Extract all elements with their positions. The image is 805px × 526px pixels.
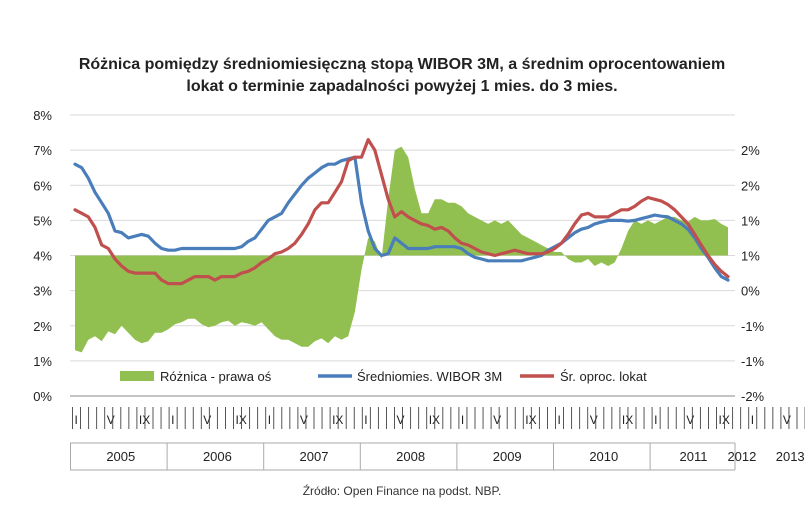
- right-tick-label: 2%: [741, 178, 760, 193]
- month-label: V: [590, 413, 598, 427]
- month-label: V: [397, 413, 405, 427]
- area-series-roznica: [75, 146, 728, 353]
- line-series-lokaty: [73, 138, 730, 286]
- left-tick-label: 0%: [33, 389, 52, 404]
- left-tick-label: 6%: [33, 178, 52, 193]
- source-note: Źródło: Open Finance na podst. NBP.: [303, 483, 502, 498]
- chart-title-line-2: lokat o terminie zapadalności powyżej 1 …: [186, 78, 617, 95]
- right-tick-label: -1%: [741, 354, 765, 369]
- chart-title-line-1: Różnica pomiędzy średniomiesięczną stopą…: [79, 56, 725, 73]
- legend-swatch: [120, 371, 154, 381]
- month-label: V: [686, 413, 694, 427]
- month-label: V: [107, 413, 115, 427]
- month-label: I: [654, 413, 657, 427]
- year-label: 2010: [589, 449, 618, 464]
- year-label: 2007: [300, 449, 329, 464]
- legend-item-roznica: Różnica - prawa oś: [120, 369, 272, 384]
- month-label: V: [493, 413, 501, 427]
- left-tick-label: 1%: [33, 354, 52, 369]
- legend-item-wibor: Średniomies. WIBOR 3M: [318, 369, 502, 384]
- right-tick-label: -1%: [741, 319, 765, 334]
- year-label: 2009: [493, 449, 522, 464]
- year-label: 2006: [203, 449, 232, 464]
- right-tick-label: 1%: [741, 249, 760, 264]
- left-tick-label: 7%: [33, 143, 52, 158]
- legend: Różnica - prawa oś Średniomies. WIBOR 3M Ś…: [120, 369, 647, 384]
- month-label: V: [203, 413, 211, 427]
- left-tick-label: 8%: [33, 108, 52, 123]
- month-label: I: [268, 413, 271, 427]
- left-tick-label: 2%: [33, 319, 52, 334]
- legend-label: Różnica - prawa oś: [160, 369, 272, 384]
- month-label: V: [300, 413, 308, 427]
- month-label: I: [751, 413, 754, 427]
- year-label: 2008: [396, 449, 425, 464]
- area-series-layer: [75, 146, 728, 353]
- x-axis: IVIXIVIXIVIXIVIXIVIXIVIXIVIXIVIXI2005200…: [70, 407, 805, 471]
- line-series-layer: [73, 138, 730, 286]
- left-tick-label: 5%: [33, 213, 52, 228]
- legend-item-lokaty: Śr. oproc. lokat: [520, 369, 647, 384]
- month-label: V: [783, 413, 791, 427]
- left-tick-label: 3%: [33, 284, 52, 299]
- right-axis-ticks: -2% -1% -1% 0% 1% 1% 2% 2%: [741, 143, 765, 404]
- month-label: I: [75, 413, 78, 427]
- month-label: I: [558, 413, 561, 427]
- right-tick-label: 1%: [741, 213, 760, 228]
- month-label: I: [461, 413, 464, 427]
- year-label: 2005: [106, 449, 135, 464]
- legend-label: Średniomies. WIBOR 3M: [357, 369, 502, 384]
- right-tick-label: -2%: [741, 389, 765, 404]
- line-series-wibor: [73, 155, 730, 282]
- month-label: I: [364, 413, 367, 427]
- year-label: 2011: [680, 449, 708, 464]
- right-tick-label: 2%: [741, 143, 760, 158]
- right-tick-label: 0%: [741, 284, 760, 299]
- left-tick-label: 4%: [33, 249, 52, 264]
- year-label: 2013: [776, 449, 805, 464]
- year-label: 2012: [727, 449, 756, 464]
- left-axis-ticks: 0% 1% 2% 3% 4% 5% 6% 7% 8%: [33, 108, 52, 404]
- month-label: I: [171, 413, 174, 427]
- legend-label: Śr. oproc. lokat: [560, 369, 647, 384]
